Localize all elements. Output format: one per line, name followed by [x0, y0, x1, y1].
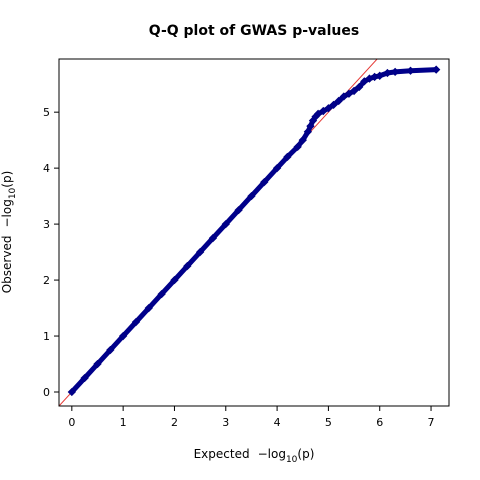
data-point	[272, 163, 282, 173]
y-tick-label: 5	[43, 106, 50, 119]
x-tick-label: 4	[274, 416, 281, 429]
data-point	[260, 177, 269, 187]
data-point	[283, 152, 292, 162]
data-point	[183, 261, 192, 271]
y-axis-label-log: −log	[0, 199, 14, 227]
y-axis-label-word: Observed	[0, 236, 14, 294]
data-point	[375, 71, 384, 80]
data-point	[144, 303, 153, 313]
data-point	[93, 359, 102, 369]
data-point	[313, 109, 323, 119]
data-point	[432, 65, 441, 74]
plot-frame	[58, 58, 450, 407]
data-point	[390, 67, 400, 77]
x-axis-label-arg: (p)	[297, 447, 314, 461]
chart-title: Q-Q plot of GWAS p-values	[149, 23, 359, 39]
x-tick-label: 2	[171, 416, 178, 429]
y-tick-label: 2	[43, 274, 50, 287]
data-point	[195, 247, 205, 257]
y-tick-label: 4	[43, 162, 50, 175]
y-tick-label: 1	[43, 330, 50, 343]
x-axis-label-word: Expected	[194, 447, 250, 461]
data-point	[298, 135, 307, 145]
x-tick-label: 3	[222, 416, 229, 429]
data-point	[118, 331, 128, 341]
y-axis-label-arg: (p)	[0, 171, 14, 188]
data-point	[234, 205, 243, 215]
data-point	[406, 66, 415, 75]
x-tick-label: 1	[120, 416, 127, 429]
data-point	[157, 289, 166, 299]
data-point	[131, 317, 141, 327]
data-point	[306, 121, 315, 131]
x-tick-label: 6	[376, 416, 383, 429]
data-point	[247, 191, 256, 201]
data-point	[355, 82, 364, 92]
x-axis-label-log: −log	[258, 447, 286, 461]
x-axis-label: Expected −log10(p)	[194, 447, 315, 465]
data-point	[319, 106, 328, 116]
data-point	[329, 100, 338, 110]
data-point	[383, 68, 392, 78]
data-point	[360, 77, 369, 86]
data-point	[349, 86, 359, 96]
data-point	[344, 89, 354, 98]
data-point	[170, 275, 179, 285]
data-point	[339, 92, 348, 101]
x-tick-label: 0	[68, 416, 75, 429]
y-axis-label: Observed −log10(p)	[0, 171, 18, 294]
y-tick-label: 0	[43, 386, 50, 399]
data-point	[324, 104, 333, 113]
data-point	[208, 233, 218, 243]
x-tick-label: 5	[325, 416, 332, 429]
x-tick-label: 7	[428, 416, 435, 429]
data-point	[67, 387, 76, 397]
data-point	[293, 142, 302, 152]
data-point	[303, 127, 313, 136]
data-point	[334, 96, 343, 106]
data-point	[80, 373, 89, 383]
x-axis-label-sub: 10	[286, 455, 298, 465]
y-tick-label: 3	[43, 218, 50, 231]
y-axis-label-sub: 10	[8, 187, 18, 199]
data-point	[106, 345, 115, 355]
data-point	[221, 219, 230, 229]
